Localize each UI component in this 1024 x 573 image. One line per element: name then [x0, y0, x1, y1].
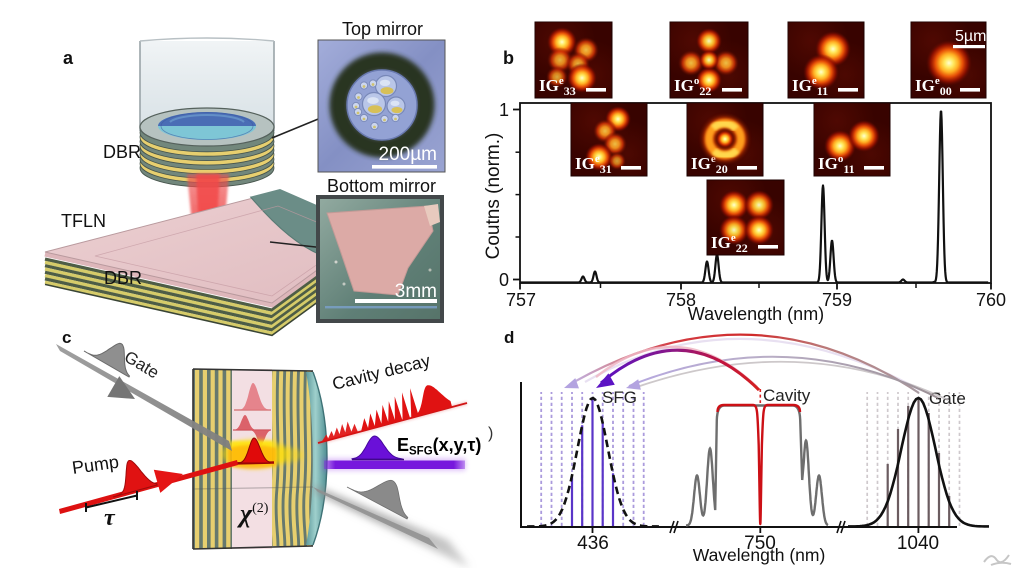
svg-text:c: c	[62, 328, 71, 347]
svg-text:): )	[488, 425, 493, 442]
svg-text:Coutns (norm.): Coutns (norm.)	[483, 133, 504, 260]
svg-text:DBR: DBR	[104, 268, 142, 288]
svg-text:436: 436	[577, 533, 609, 554]
svg-text:a: a	[63, 48, 74, 68]
svg-text:750: 750	[744, 533, 776, 554]
svg-text:TFLN: TFLN	[61, 211, 106, 231]
svg-text:200µm: 200µm	[379, 144, 437, 165]
svg-text:757: 757	[506, 290, 536, 310]
svg-text:Gate: Gate	[929, 389, 966, 408]
svg-text:Bottom mirror: Bottom mirror	[327, 176, 436, 196]
svg-text:b: b	[503, 48, 514, 68]
svg-text:d: d	[504, 328, 514, 347]
svg-text:1: 1	[499, 100, 509, 120]
svg-text:τ: τ	[104, 505, 116, 531]
svg-text:Wavelength (nm): Wavelength (nm)	[688, 304, 824, 324]
svg-text:Wavelength (nm): Wavelength (nm)	[693, 545, 826, 565]
svg-text:759: 759	[822, 290, 852, 310]
svg-text:5µm: 5µm	[955, 28, 986, 45]
svg-text:Top mirror: Top mirror	[342, 19, 423, 39]
svg-text:760: 760	[976, 290, 1006, 310]
svg-text:1040: 1040	[897, 533, 939, 554]
svg-text:3mm: 3mm	[395, 281, 437, 302]
svg-text:Cavity: Cavity	[763, 386, 811, 405]
svg-text:758: 758	[666, 290, 696, 310]
svg-text:DBR: DBR	[103, 142, 141, 162]
svg-text:SFG: SFG	[602, 388, 637, 407]
svg-text:ESFG(x,y,τ): ESFG(x,y,τ)	[397, 435, 481, 458]
svg-text:0: 0	[499, 270, 509, 290]
